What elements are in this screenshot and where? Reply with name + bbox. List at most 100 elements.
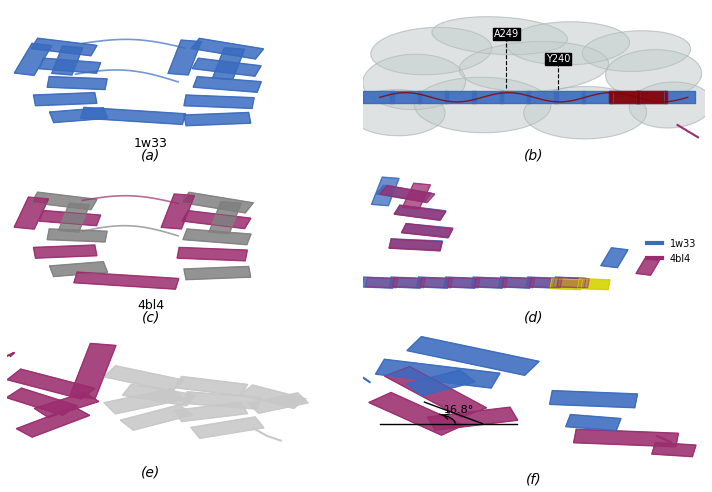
Polygon shape <box>637 92 667 103</box>
Polygon shape <box>33 245 97 258</box>
Polygon shape <box>577 278 610 290</box>
Polygon shape <box>414 77 551 133</box>
Polygon shape <box>402 183 431 209</box>
Polygon shape <box>553 277 586 288</box>
Polygon shape <box>605 50 701 99</box>
Polygon shape <box>394 205 446 220</box>
Polygon shape <box>184 95 254 108</box>
Polygon shape <box>636 259 659 275</box>
Polygon shape <box>524 87 646 139</box>
Polygon shape <box>369 393 464 435</box>
Polygon shape <box>402 224 453 238</box>
Polygon shape <box>445 92 476 103</box>
Polygon shape <box>407 337 539 375</box>
Polygon shape <box>248 393 308 413</box>
Polygon shape <box>402 224 453 237</box>
Polygon shape <box>168 40 201 75</box>
Polygon shape <box>241 385 306 408</box>
Polygon shape <box>7 369 95 399</box>
Polygon shape <box>475 277 507 288</box>
Text: A249: A249 <box>494 29 519 39</box>
Polygon shape <box>609 92 640 103</box>
Polygon shape <box>363 92 394 103</box>
Text: (d): (d) <box>524 310 543 324</box>
Polygon shape <box>34 393 99 417</box>
Polygon shape <box>39 211 100 226</box>
Polygon shape <box>14 197 48 229</box>
Polygon shape <box>407 370 475 396</box>
Polygon shape <box>209 202 241 234</box>
Polygon shape <box>74 272 179 289</box>
Polygon shape <box>184 266 251 279</box>
Polygon shape <box>427 407 518 430</box>
Polygon shape <box>574 429 679 447</box>
Polygon shape <box>637 92 667 103</box>
Polygon shape <box>582 31 691 71</box>
Polygon shape <box>365 277 398 288</box>
Polygon shape <box>582 92 612 103</box>
Polygon shape <box>389 239 442 250</box>
Polygon shape <box>389 239 442 251</box>
Polygon shape <box>566 415 621 430</box>
Polygon shape <box>377 185 431 202</box>
Text: (f): (f) <box>526 472 542 486</box>
Polygon shape <box>609 92 640 103</box>
Polygon shape <box>183 392 261 409</box>
Polygon shape <box>161 194 194 229</box>
Polygon shape <box>174 376 248 396</box>
Polygon shape <box>472 92 503 103</box>
Polygon shape <box>174 402 248 422</box>
Polygon shape <box>550 391 637 408</box>
Polygon shape <box>629 82 712 128</box>
Polygon shape <box>50 262 108 277</box>
Polygon shape <box>50 108 108 123</box>
Text: Y240: Y240 <box>545 54 570 64</box>
Polygon shape <box>601 248 628 268</box>
Polygon shape <box>191 38 263 59</box>
Polygon shape <box>389 277 422 288</box>
Polygon shape <box>184 113 251 126</box>
Polygon shape <box>555 92 585 103</box>
Polygon shape <box>550 278 582 290</box>
Polygon shape <box>394 205 446 220</box>
Text: (c): (c) <box>142 310 160 324</box>
Polygon shape <box>14 43 52 75</box>
Polygon shape <box>526 277 559 288</box>
Polygon shape <box>212 48 245 80</box>
Polygon shape <box>193 77 261 92</box>
Text: 16.8°: 16.8° <box>444 405 473 415</box>
Polygon shape <box>498 277 531 288</box>
Polygon shape <box>393 277 425 288</box>
Polygon shape <box>420 277 453 288</box>
Polygon shape <box>16 407 90 437</box>
Polygon shape <box>471 277 504 288</box>
Polygon shape <box>530 277 562 288</box>
Polygon shape <box>191 417 264 438</box>
Text: (e): (e) <box>141 466 160 480</box>
Polygon shape <box>557 277 590 288</box>
Polygon shape <box>527 92 557 103</box>
Polygon shape <box>33 92 97 106</box>
Polygon shape <box>384 367 486 417</box>
Polygon shape <box>52 46 83 75</box>
Polygon shape <box>363 54 466 110</box>
Polygon shape <box>47 77 107 90</box>
Polygon shape <box>177 247 247 261</box>
Polygon shape <box>349 90 445 136</box>
Polygon shape <box>362 277 394 288</box>
Polygon shape <box>104 366 184 391</box>
Polygon shape <box>6 388 78 415</box>
Polygon shape <box>122 384 196 406</box>
Polygon shape <box>417 277 449 288</box>
Polygon shape <box>417 92 449 103</box>
Polygon shape <box>444 277 476 288</box>
Polygon shape <box>47 229 107 242</box>
Polygon shape <box>502 277 535 288</box>
Polygon shape <box>507 22 629 65</box>
Polygon shape <box>120 405 192 430</box>
Text: 4bl4: 4bl4 <box>137 299 164 311</box>
Polygon shape <box>58 203 90 232</box>
Legend: 1w33, 4bl4: 1w33, 4bl4 <box>644 235 700 268</box>
Polygon shape <box>182 211 251 229</box>
Polygon shape <box>500 92 530 103</box>
